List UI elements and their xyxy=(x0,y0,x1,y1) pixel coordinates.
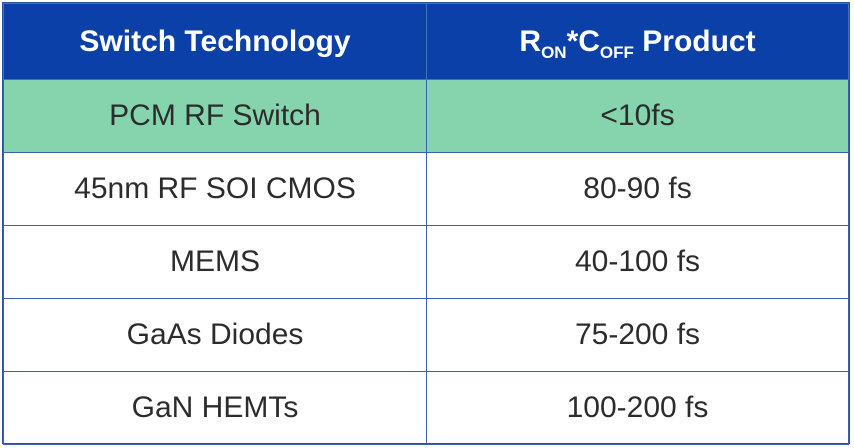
technology-cell: 45nm RF SOI CMOS xyxy=(3,152,427,226)
product-cell: 80-90 fs xyxy=(426,152,849,226)
table-row: 45nm RF SOI CMOS 80-90 fs xyxy=(3,152,849,226)
table-row: MEMS 40-100 fs xyxy=(3,225,849,299)
header-off-subscript: OFF xyxy=(599,42,634,62)
table-row: GaAs Diodes 75-200 fs xyxy=(3,298,849,372)
technology-cell: GaAs Diodes xyxy=(3,298,427,372)
header-star-c: *C xyxy=(566,24,600,58)
technology-cell: MEMS xyxy=(3,225,427,299)
header-ron-coff-product: RON*COFF Product xyxy=(426,3,849,80)
product-cell: 100-200 fs xyxy=(426,371,849,445)
product-cell: 40-100 fs xyxy=(426,225,849,299)
header-product-word: Product xyxy=(633,24,756,58)
table-row: PCM RF Switch <10fs xyxy=(3,79,849,153)
header-r-letter: R xyxy=(519,24,542,58)
table-row: GaN HEMTs 100-200 fs xyxy=(3,371,849,445)
switch-technology-table: Switch Technology RON*COFF Product PCM R… xyxy=(3,3,849,445)
product-cell: 75-200 fs xyxy=(426,298,849,372)
table-header-row: Switch Technology RON*COFF Product xyxy=(3,3,849,80)
technology-cell: PCM RF Switch xyxy=(3,79,427,153)
technology-cell: GaN HEMTs xyxy=(3,371,427,445)
header-on-subscript: ON xyxy=(541,42,567,62)
header-switch-technology: Switch Technology xyxy=(3,3,427,80)
product-cell: <10fs xyxy=(426,79,849,153)
